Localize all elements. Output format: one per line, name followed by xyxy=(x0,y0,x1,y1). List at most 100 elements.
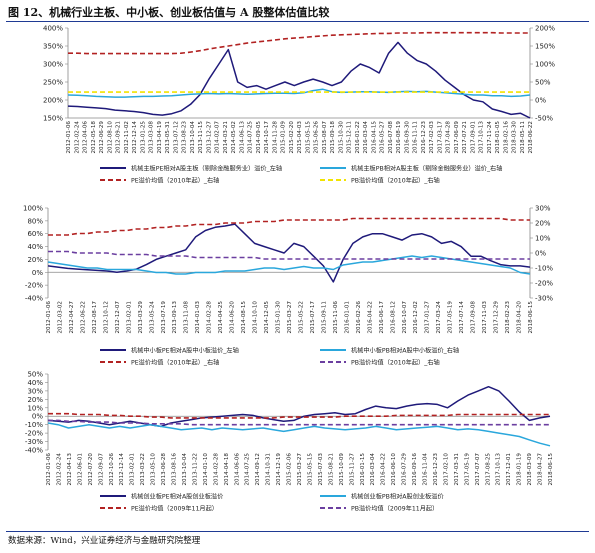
x-tick-label: 2012-01-06 xyxy=(66,121,72,154)
charts-container: 150% 200% 250% 300% 350% 400% -50% 0% 50% 100% 150… xyxy=(0,22,595,530)
y-tick-label: 300% xyxy=(43,61,63,69)
x-tick-label: 2014-07-25 xyxy=(245,453,251,486)
legend-label: PB溢价均值（2009年11月起） xyxy=(351,505,438,513)
x-tick-label: 2017-02-10 xyxy=(443,453,449,486)
x-tick-label: 2017-03-31 xyxy=(454,453,460,486)
y-tick-label: 40% xyxy=(27,243,43,251)
x-tick-label: 2015-09-11 xyxy=(321,301,327,334)
x-tick-label: 2014-06-13 xyxy=(239,121,245,154)
y2-tick-label: -50% xyxy=(535,115,553,123)
x-tick-label: 2013-04-19 xyxy=(157,121,163,154)
x-tick-label: 2012-04-13 xyxy=(67,453,73,486)
x-tick-label: 2017-12-29 xyxy=(494,301,500,334)
x-tick-label: 2016-04-15 xyxy=(371,121,377,154)
series-line-1 xyxy=(67,88,531,98)
x-tick-label: 2012-08-17 xyxy=(92,301,98,334)
y2-tick-label: 100% xyxy=(535,61,555,69)
y-tick-label: -20% xyxy=(25,430,43,438)
x-tick-label: 2013-12-27 xyxy=(206,121,212,154)
x-tick-label: 2016-06-10 xyxy=(391,453,397,486)
x-tick-label: 2017-10-13 xyxy=(479,121,485,154)
x-tick-label: 2016-04-22 xyxy=(367,301,373,334)
x-tick-label: 2015-03-27 xyxy=(287,301,293,334)
x-tick-label: 2017-03-24 xyxy=(436,301,442,334)
x-tick-label: 2017-07-21 xyxy=(462,121,468,154)
x-tick-label: 2018-02-16 xyxy=(503,121,509,154)
x-tick-label: 2014-02-07 xyxy=(215,121,221,154)
x-tick-label: 2014-04-25 xyxy=(218,301,224,334)
x-tick-label: 2016-11-04 xyxy=(423,453,429,486)
x-tick-label: 2013-05-31 xyxy=(165,121,171,154)
x-tick-label: 2017-09-01 xyxy=(470,121,476,154)
x-tick-label: 2017-01-27 xyxy=(425,301,431,334)
x-tick-label: 2015-05-15 xyxy=(305,121,311,154)
series-line-2 xyxy=(68,31,530,55)
y-tick-label: 200% xyxy=(43,97,63,105)
x-tick-label: 2017-07-14 xyxy=(459,301,465,334)
series-line-0 xyxy=(47,385,551,428)
x-tick-label: 2016-12-23 xyxy=(421,121,427,154)
x-tick-label: 2016-01-15 xyxy=(360,453,366,486)
y2-tick-label: 0% xyxy=(535,97,546,105)
x-tick-label: 2014-04-18 xyxy=(224,453,230,486)
x-tick-label: 2018-03-09 xyxy=(527,453,533,486)
x-tick-label: 2013-02-01 xyxy=(130,453,136,486)
series-line-3 xyxy=(48,419,550,426)
y-tick-label: -10% xyxy=(25,421,43,429)
x-tick-label: 2014-03-21 xyxy=(223,121,229,154)
y2-tick-label: 200% xyxy=(535,25,555,33)
x-tick-label: 2017-10-13 xyxy=(496,453,502,486)
y-tick-label: 20% xyxy=(27,256,43,264)
series-line-2 xyxy=(48,217,530,236)
y-tick-label: 20% xyxy=(27,396,43,404)
x-tick-label: 2013-10-04 xyxy=(190,121,196,154)
x-tick-label: 2013-07-12 xyxy=(173,121,179,154)
x-tick-label: 2016-03-04 xyxy=(370,453,376,486)
x-tick-label: 2012-04-06 xyxy=(83,121,89,154)
title-rule xyxy=(6,21,589,22)
x-tick-label: 2016-01-01 xyxy=(344,301,350,334)
x-tick-label: 2016-06-17 xyxy=(379,301,385,334)
y-tick-label: 400% xyxy=(43,25,63,33)
x-tick-label: 2016-09-16 xyxy=(412,453,418,486)
x-tick-label: 2016-11-11 xyxy=(413,121,419,154)
x-tick-label: 2014-10-31 xyxy=(266,453,272,486)
x-tick-label: 2017-06-09 xyxy=(454,121,460,154)
y-tick-label: 250% xyxy=(43,79,63,87)
x-tick-label: 2012-12-07 xyxy=(115,301,121,334)
x-tick-label: 2012-04-27 xyxy=(69,301,75,334)
y2-tick-label: 30% xyxy=(535,205,551,213)
x-tick-label: 2014-09-05 xyxy=(256,121,262,154)
x-tick-label: 2013-03-22 xyxy=(140,453,146,486)
x-tick-label: 2017-11-03 xyxy=(482,301,488,334)
legend-label: PE溢价均值（2010年起）_右轴 xyxy=(131,177,219,185)
x-tick-label: 2014-08-15 xyxy=(241,301,247,334)
legend-label: 机械创业板PE相对A股创业板溢价 xyxy=(131,493,223,501)
x-tick-label: 2013-10-04 xyxy=(182,453,188,486)
y-tick-label: -30% xyxy=(25,438,43,446)
x-tick-label: 2014-02-28 xyxy=(213,453,219,486)
x-tick-label: 2016-07-08 xyxy=(388,121,394,154)
x-tick-label: 2014-06-20 xyxy=(230,301,236,334)
x-tick-label: 2012-08-10 xyxy=(107,121,113,154)
series-line-1 xyxy=(47,422,551,447)
legend-label: PB溢价均值（2010年起）_右轴 xyxy=(351,359,440,367)
x-tick-label: 2017-02-03 xyxy=(429,121,435,154)
y-tick-label: 100% xyxy=(23,205,43,213)
x-tick-label: 2013-11-15 xyxy=(198,121,204,154)
x-tick-label: 2018-01-05 xyxy=(495,121,501,154)
x-tick-label: 2013-02-01 xyxy=(126,301,132,334)
x-tick-label: 2013-01-25 xyxy=(140,121,146,154)
x-tick-label: 2012-02-24 xyxy=(56,453,62,486)
x-tick-label: 2013-09-13 xyxy=(172,301,178,334)
x-tick-label: 2013-11-08 xyxy=(184,301,190,334)
x-tick-label: 2018-06-15 xyxy=(528,301,534,334)
x-tick-label: 2015-05-15 xyxy=(307,453,313,486)
x-tick-label: 2012-06-22 xyxy=(80,301,86,334)
x-tick-label: 2012-02-24 xyxy=(74,121,80,154)
y-tick-label: 150% xyxy=(43,115,63,123)
x-tick-label: 2017-07-07 xyxy=(475,453,481,486)
x-tick-label: 2015-10-30 xyxy=(338,121,344,154)
x-tick-label: 2016-02-26 xyxy=(356,301,362,334)
x-tick-label: 2014-09-12 xyxy=(255,453,261,486)
